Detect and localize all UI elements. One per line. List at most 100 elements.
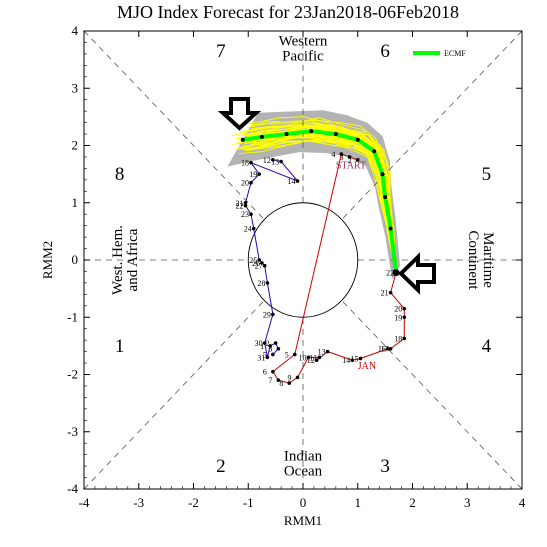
day-label: 10 — [298, 353, 306, 362]
day-label: 24 — [244, 225, 252, 234]
day-label: 6 — [263, 368, 267, 377]
y-tick-label: 3 — [72, 80, 79, 95]
observed-point — [386, 346, 390, 351]
day-label: 13 — [271, 158, 279, 167]
observed-point — [249, 180, 253, 185]
observed-point — [251, 226, 256, 231]
phase-label: 8 — [115, 164, 125, 185]
day-label: 20 — [241, 179, 249, 188]
day-label: 18 — [241, 159, 249, 168]
observed-point — [306, 355, 311, 360]
x-tick-label: 2 — [409, 495, 416, 510]
day-label: 13 — [318, 348, 326, 357]
x-tick-label: 0 — [300, 495, 307, 510]
legend-label-ecmf: ECMF — [444, 49, 466, 58]
x-tick-label: 1 — [355, 495, 362, 510]
observed-point — [317, 355, 322, 360]
day-label: 1 — [260, 342, 264, 351]
observed-point — [279, 159, 283, 164]
ensemble-mean-point — [388, 226, 393, 231]
day-label: 17 — [381, 345, 389, 354]
observed-point — [325, 349, 330, 354]
observed-point — [295, 179, 300, 183]
ensemble-mean-point — [259, 134, 264, 139]
day-label: 26 — [252, 259, 260, 268]
x-tick-label: -1 — [243, 495, 254, 510]
observed-point — [257, 172, 262, 176]
observed-point — [292, 352, 297, 357]
x-tick-label: -3 — [133, 495, 144, 510]
day-label: 30 — [255, 339, 263, 348]
observed-point — [257, 258, 262, 262]
region-label-line: and Africa — [125, 228, 141, 291]
observed-point — [271, 158, 275, 162]
day-label: 3 — [340, 153, 344, 162]
y-tick-label: 4 — [72, 23, 79, 38]
observed-point — [350, 358, 355, 362]
observed-point — [271, 369, 275, 374]
day-label: 20 — [394, 305, 402, 314]
ensemble-mean-point — [284, 132, 289, 137]
observed-point — [287, 381, 292, 385]
observed-point — [276, 378, 281, 383]
region-label-line: Ocean — [284, 463, 323, 479]
day-label: 16 — [378, 345, 386, 354]
day-label: 5 — [263, 350, 267, 359]
observed-point — [265, 281, 270, 285]
ensemble-member-line — [233, 139, 397, 273]
day-label: 21 — [236, 199, 244, 208]
day-label: 8 — [279, 379, 283, 388]
observed-point — [388, 346, 393, 351]
observed-point — [243, 203, 248, 208]
observed-point — [339, 152, 344, 156]
observed-point — [262, 263, 267, 268]
region-label-line: Maritime — [480, 232, 496, 288]
observed-point — [249, 212, 253, 216]
observed-point — [358, 356, 363, 361]
ensemble-mean-point — [380, 172, 385, 177]
region-label: MaritimeContinent — [465, 230, 496, 290]
y-tick-label: -2 — [67, 367, 78, 382]
day-label: 27 — [255, 262, 263, 271]
left-arrow-icon — [398, 252, 436, 295]
observed-point — [402, 336, 407, 341]
region-label: Indian Ocean — [284, 448, 323, 479]
day-label: 7 — [268, 376, 272, 385]
ensemble-mean-point — [383, 195, 388, 200]
observed-point — [271, 312, 275, 317]
day-label: 14 — [342, 356, 350, 365]
phase-label: 4 — [482, 336, 492, 357]
y-tick-label: -3 — [67, 424, 78, 439]
month-label: START — [336, 160, 366, 171]
observed-point — [355, 158, 360, 162]
day-label: 18 — [394, 334, 402, 343]
day-label: 29 — [263, 310, 271, 319]
phase-label: 3 — [380, 456, 390, 477]
observed-point — [260, 261, 264, 265]
observed-point — [314, 358, 319, 362]
day-label: 21 — [381, 289, 389, 298]
observed-point — [265, 355, 270, 360]
observed-point — [388, 290, 393, 295]
ecmf-forecast-line — [240, 129, 400, 277]
region-label-line: Indian — [284, 448, 323, 464]
y-axis-label: RMM2 — [40, 241, 55, 279]
day-label: 2 — [266, 339, 270, 348]
ensemble-mean-point — [355, 137, 360, 142]
region-label-line: West. Hem. — [110, 225, 126, 295]
day-label: 28 — [257, 279, 265, 288]
day-label: 2 — [348, 156, 352, 165]
observed-point — [276, 346, 281, 351]
y-tick-label: -4 — [67, 481, 78, 496]
ensemble-mean-point — [372, 149, 377, 154]
region-label: Western Pacific — [279, 33, 328, 64]
ensemble-mean-point — [309, 129, 314, 134]
x-tick-label: -4 — [79, 495, 90, 510]
day-label: 15 — [350, 354, 358, 363]
x-tick-label: 3 — [464, 495, 471, 510]
day-label: 3 — [268, 345, 272, 354]
month-label: JAN — [358, 361, 376, 372]
x-tick-label: -2 — [188, 495, 199, 510]
observed-point — [268, 344, 272, 348]
y-tick-label: 1 — [72, 195, 79, 210]
